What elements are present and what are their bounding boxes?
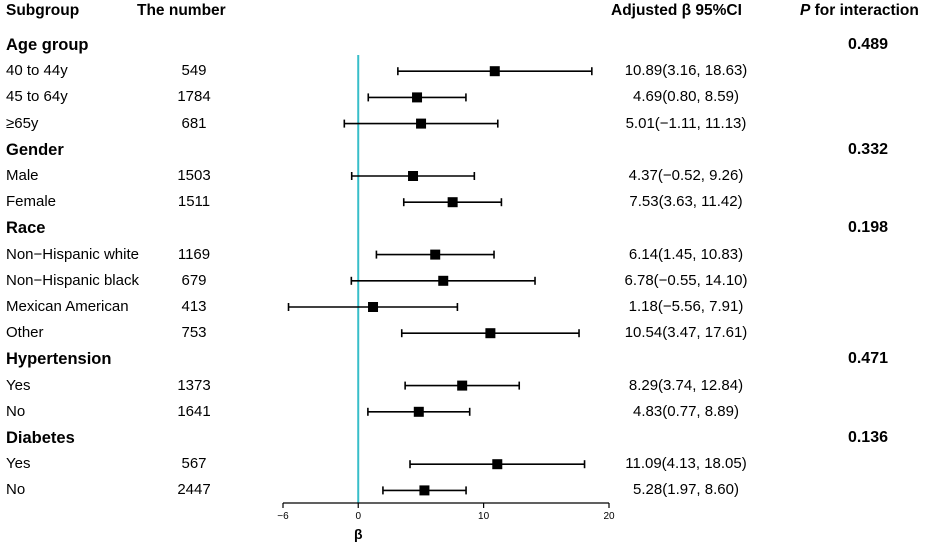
subgroup-n: 1511 bbox=[177, 193, 211, 211]
point-estimate bbox=[438, 275, 449, 286]
subgroup-label: Male bbox=[6, 167, 39, 184]
group-label: Gender bbox=[6, 140, 64, 159]
x-tick-label: 10 bbox=[478, 511, 490, 522]
point-estimate bbox=[457, 380, 468, 391]
p-interaction-value: 0.471 bbox=[847, 350, 888, 368]
subgroup-n: 1169 bbox=[177, 245, 211, 263]
p-interaction-value: 0.489 bbox=[847, 36, 888, 53]
group-label: Age group bbox=[6, 36, 89, 54]
subgroup-label: ≥65y bbox=[6, 114, 39, 132]
subgroup-n: 2447 bbox=[177, 481, 211, 499]
subgroup-n: 413 bbox=[181, 298, 207, 315]
subgroup-label: No bbox=[6, 481, 26, 499]
subgroup-label: Other bbox=[6, 324, 44, 342]
subgroup-n: 1784 bbox=[177, 88, 211, 106]
subgroup-label: Yes bbox=[6, 455, 31, 473]
subgroup-label: 45 to 64y bbox=[6, 88, 68, 106]
header-p-interaction: P for interaction bbox=[800, 2, 919, 20]
subgroup-n: 681 bbox=[181, 114, 207, 132]
point-estimate bbox=[489, 66, 500, 77]
point-estimate bbox=[430, 249, 441, 260]
estimate-text: 10.89(3.16, 18.63) bbox=[624, 62, 748, 80]
x-tick-label: −6 bbox=[277, 511, 289, 522]
header-subgroup: Subgroup bbox=[6, 2, 80, 19]
x-tick-label: 0 bbox=[355, 511, 361, 522]
x-axis-title: β bbox=[354, 526, 363, 542]
p-interaction-value: 0.136 bbox=[847, 429, 888, 446]
point-estimate bbox=[368, 302, 379, 312]
estimate-text: 6.78(−0.55, 14.10) bbox=[624, 271, 748, 289]
subgroup-label: Non−Hispanic black bbox=[6, 271, 139, 289]
group-label: Race bbox=[6, 219, 46, 238]
estimate-text: 11.09(4.13, 18.05) bbox=[625, 455, 747, 473]
subgroup-label: No bbox=[6, 402, 26, 420]
subgroup-n: 753 bbox=[181, 324, 207, 342]
estimate-text: 5.28(1.97, 8.60) bbox=[633, 481, 739, 499]
point-estimate bbox=[419, 485, 430, 496]
header-estimate: Adjusted β 95%CI bbox=[611, 2, 742, 19]
point-estimate bbox=[413, 406, 424, 417]
estimate-text: 8.29(3.74, 12.84) bbox=[628, 376, 744, 394]
estimate-text: 7.53(3.63, 11.42) bbox=[629, 193, 743, 211]
subgroup-n: 679 bbox=[181, 271, 207, 289]
estimate-text: 10.54(3.47, 17.61) bbox=[624, 324, 748, 342]
header-p-letter: P bbox=[800, 2, 811, 19]
point-estimate bbox=[492, 459, 503, 470]
estimate-text: 1.18(−5.56, 7.91) bbox=[628, 298, 744, 315]
point-estimate bbox=[412, 92, 423, 103]
point-estimate bbox=[416, 118, 427, 129]
estimate-text: 5.01(−1.11, 11.13) bbox=[625, 114, 747, 132]
point-estimate bbox=[408, 171, 419, 181]
estimate-text: 4.83(0.77, 8.89) bbox=[633, 402, 739, 420]
estimate-text: 4.69(0.80, 8.59) bbox=[633, 88, 739, 106]
point-estimate bbox=[485, 328, 496, 339]
subgroup-label: Yes bbox=[6, 376, 31, 394]
subgroup-n: 1373 bbox=[177, 376, 211, 394]
subgroup-n: 549 bbox=[181, 62, 207, 80]
point-estimate bbox=[447, 197, 458, 208]
subgroup-n: 1503 bbox=[177, 167, 211, 184]
subgroup-label: Non−Hispanic white bbox=[6, 245, 139, 263]
p-interaction-value: 0.198 bbox=[847, 219, 888, 237]
group-label: Hypertension bbox=[6, 350, 112, 369]
subgroup-label: 40 to 44y bbox=[6, 62, 68, 80]
header-number: The number bbox=[137, 2, 226, 19]
subgroup-n: 1641 bbox=[177, 402, 211, 420]
estimate-text: 4.37(−0.52, 9.26) bbox=[628, 167, 744, 184]
estimate-text: 6.14(1.45, 10.83) bbox=[628, 245, 744, 263]
header-p-text: for interaction bbox=[810, 2, 919, 19]
p-interaction-value: 0.332 bbox=[847, 140, 888, 158]
subgroup-n: 567 bbox=[181, 455, 207, 473]
x-tick-label: 20 bbox=[603, 511, 615, 522]
subgroup-label: Mexican American bbox=[6, 298, 129, 315]
subgroup-label: Female bbox=[6, 193, 57, 211]
group-label: Diabetes bbox=[6, 429, 75, 447]
